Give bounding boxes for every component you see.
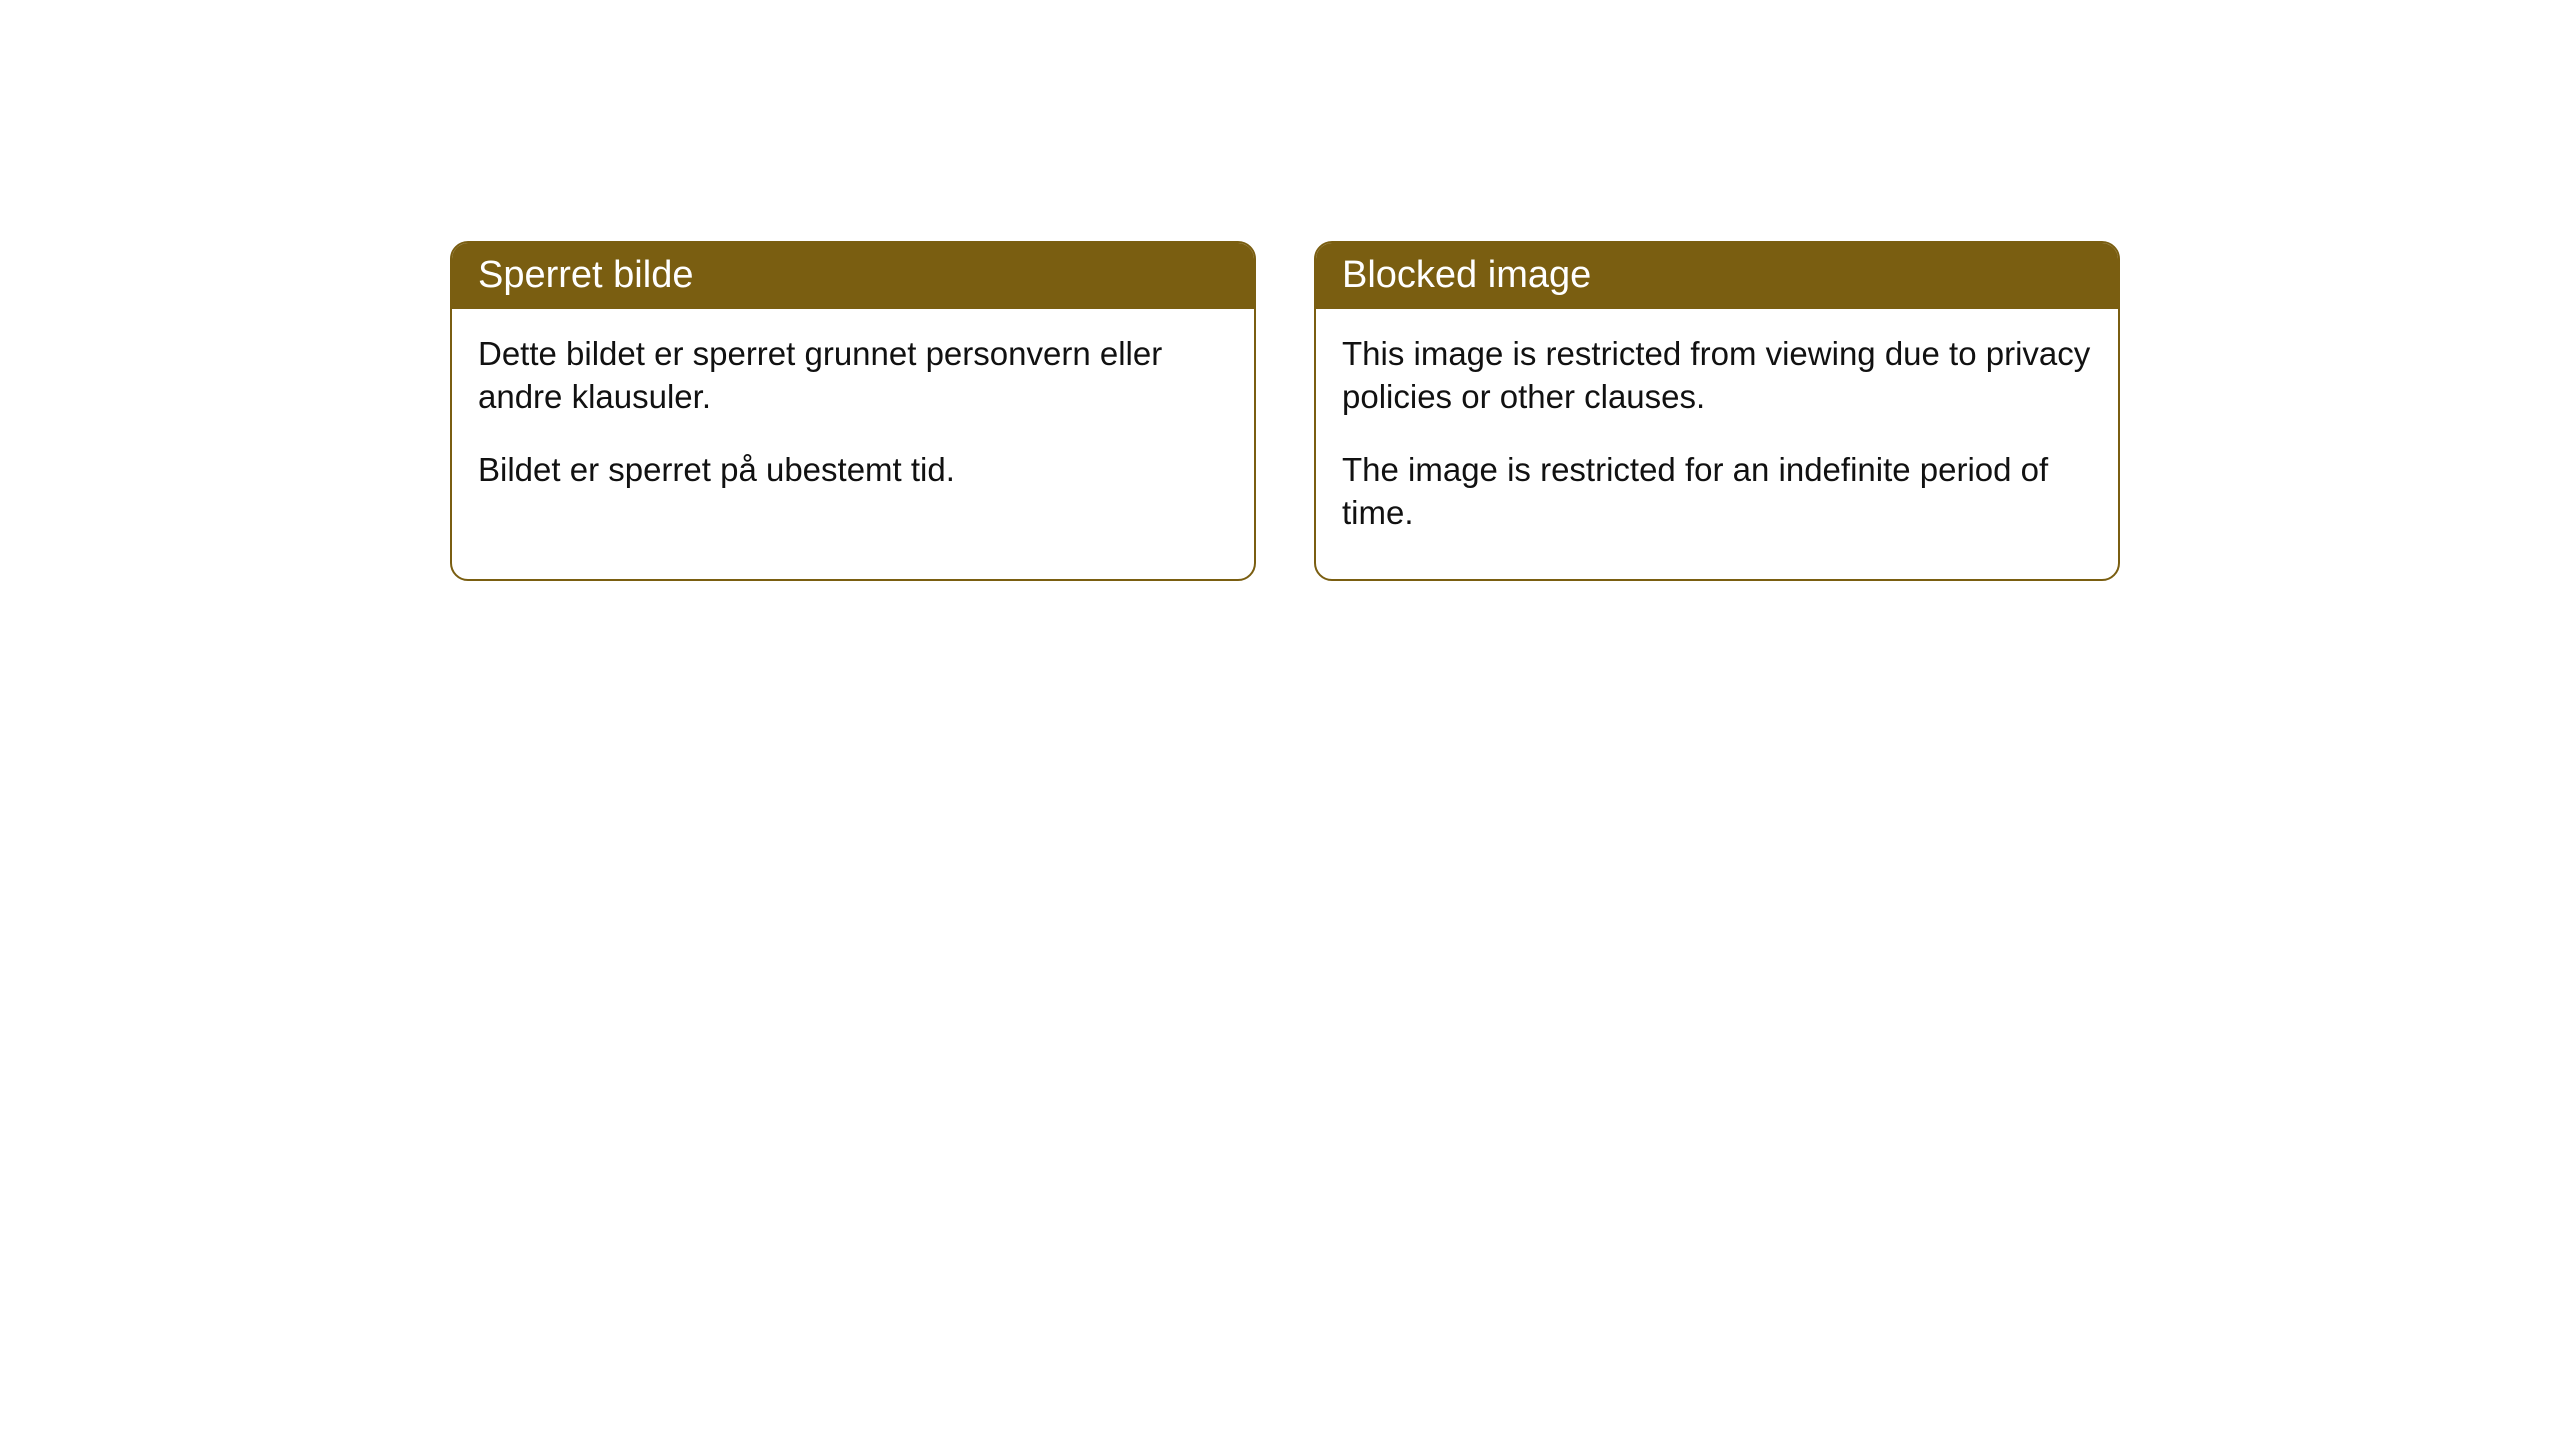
card-text-no-1: Dette bildet er sperret grunnet personve… xyxy=(478,333,1228,419)
card-text-en-2: The image is restricted for an indefinit… xyxy=(1342,449,2092,535)
card-title-en: Blocked image xyxy=(1342,254,1591,296)
notice-card-no: Sperret bilde Dette bildet er sperret gr… xyxy=(450,241,1256,581)
notice-card-en: Blocked image This image is restricted f… xyxy=(1314,241,2120,581)
card-header-en: Blocked image xyxy=(1316,243,2118,309)
card-body-no: Dette bildet er sperret grunnet personve… xyxy=(452,309,1254,536)
card-title-no: Sperret bilde xyxy=(478,254,693,296)
card-text-no-2: Bildet er sperret på ubestemt tid. xyxy=(478,449,1228,492)
card-body-en: This image is restricted from viewing du… xyxy=(1316,309,2118,579)
card-text-en-1: This image is restricted from viewing du… xyxy=(1342,333,2092,419)
notice-cards-row: Sperret bilde Dette bildet er sperret gr… xyxy=(450,241,2120,581)
card-header-no: Sperret bilde xyxy=(452,243,1254,309)
